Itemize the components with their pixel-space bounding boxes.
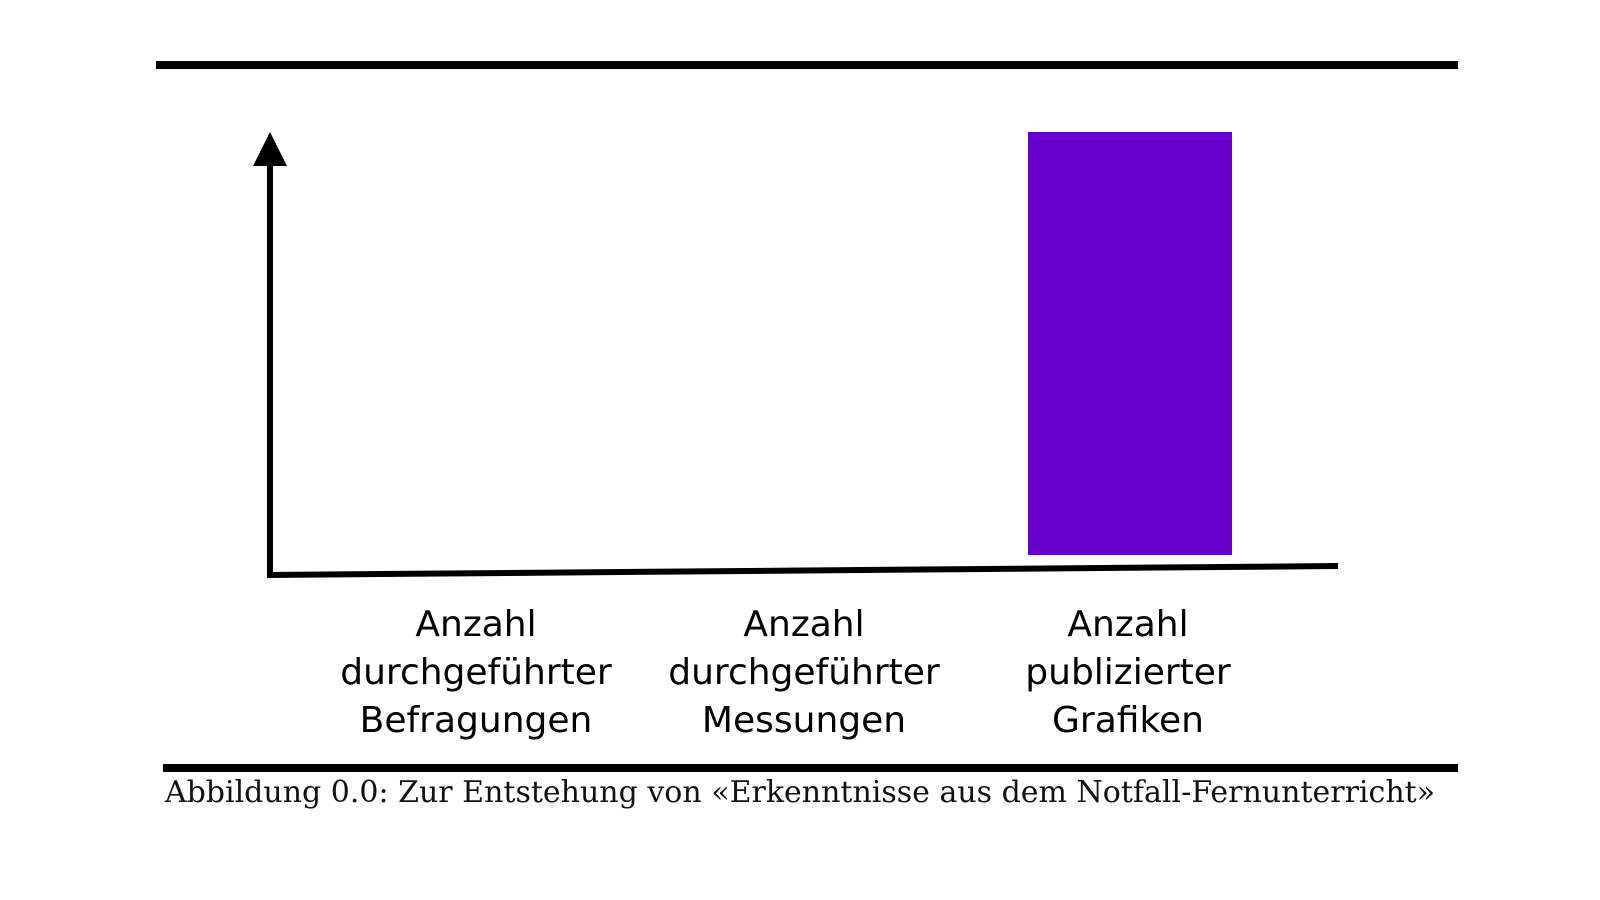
x-axis <box>266 563 1339 578</box>
figure-caption: Abbildung 0.0: Zur Entstehung von «Erken… <box>164 775 1436 810</box>
plot-area: Anzahl durchgeführter Befragungen Anzahl dur… <box>253 132 1339 741</box>
bar-3 <box>1028 132 1232 555</box>
category-label-2: Anzahl durchgeführter Messungen <box>668 604 940 741</box>
category-label-1: Anzahl durchgeführter Befragungen <box>340 604 612 741</box>
category-label-3: Anzahl publizierter Grafiken <box>1025 604 1231 741</box>
y-axis-arrowhead <box>253 132 287 166</box>
